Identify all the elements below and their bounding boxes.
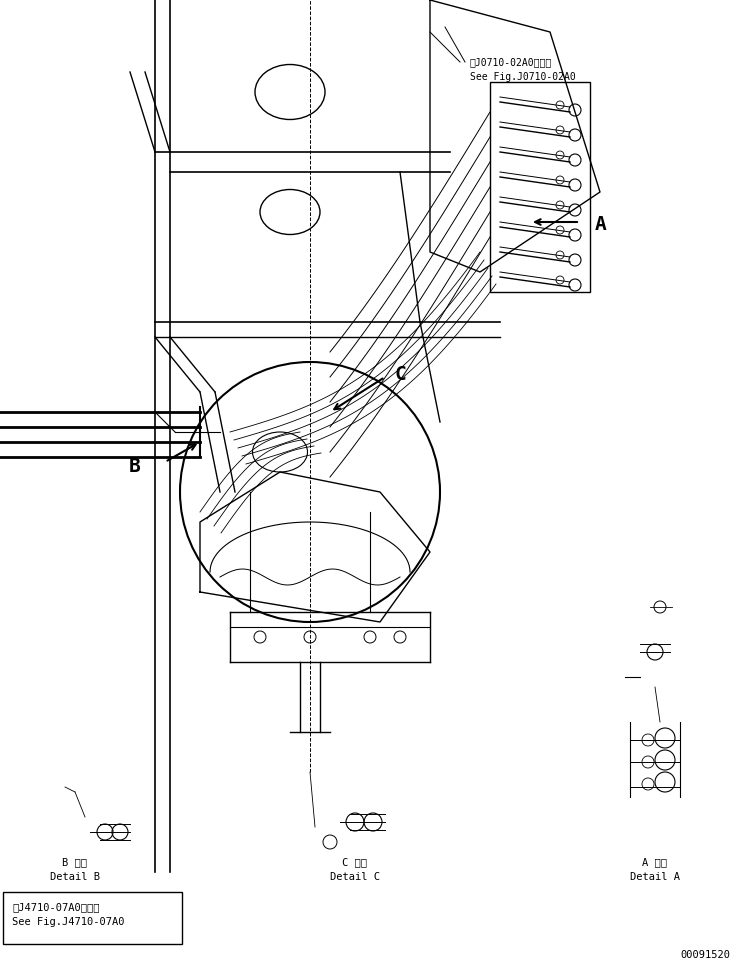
Text: C 詳細: C 詳細: [343, 857, 368, 867]
Text: Detail B: Detail B: [50, 872, 100, 882]
Text: Detail A: Detail A: [630, 872, 680, 882]
Text: See Fig.J4710-07A0: See Fig.J4710-07A0: [12, 917, 125, 927]
Text: 第J4710-07A0図参照: 第J4710-07A0図参照: [12, 902, 100, 912]
Text: 第J0710-02A0図参照: 第J0710-02A0図参照: [470, 57, 552, 67]
Text: See Fig.J0710-02A0: See Fig.J0710-02A0: [470, 72, 576, 82]
Text: B 詳細: B 詳細: [62, 857, 88, 867]
Text: 00091520: 00091520: [680, 950, 730, 960]
Text: Detail C: Detail C: [330, 872, 380, 882]
Text: C: C: [395, 364, 406, 384]
Text: A: A: [595, 215, 607, 233]
Text: B: B: [128, 458, 140, 476]
Text: A 詳細: A 詳細: [643, 857, 668, 867]
